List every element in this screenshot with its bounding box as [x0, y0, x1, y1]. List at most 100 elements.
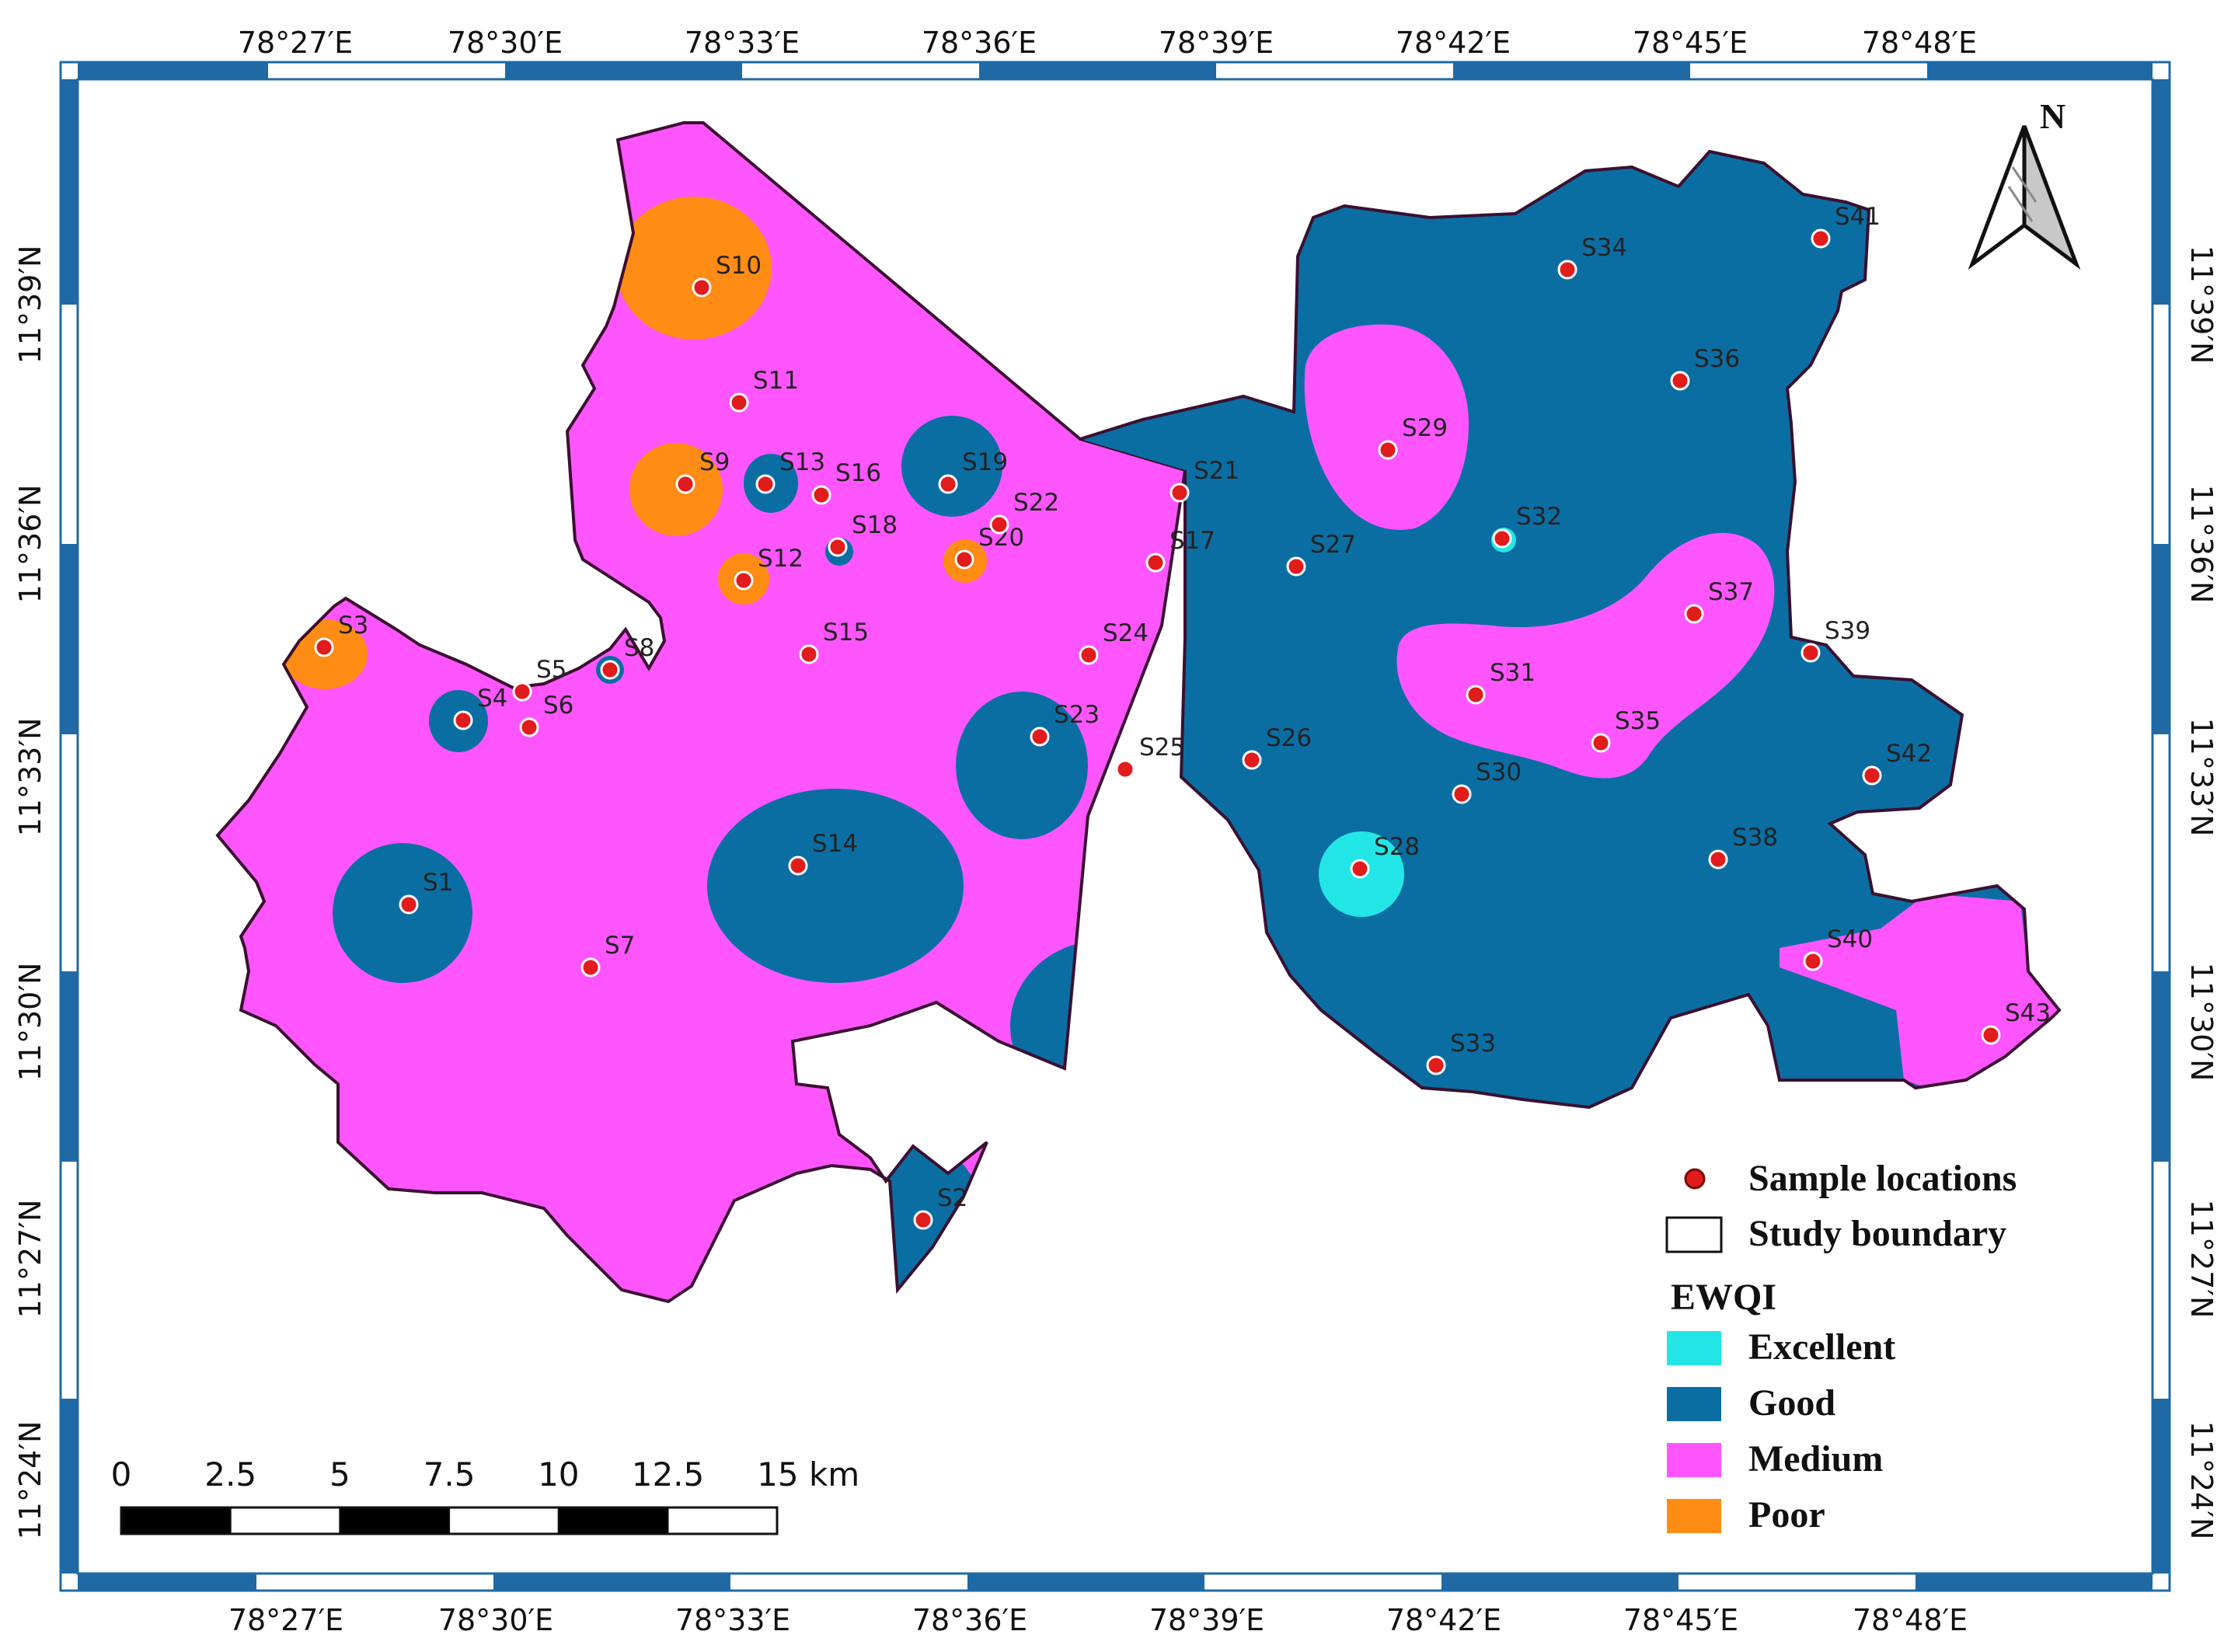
- sample-marker: [755, 474, 776, 494]
- latitude-label-left: 11°39′N: [13, 246, 47, 364]
- good-zone-edge: [1010, 940, 1185, 1111]
- sample-label: S6: [543, 692, 573, 720]
- north-label: N: [2040, 96, 2065, 136]
- sample-marker: [1708, 849, 1728, 870]
- legend-label-medium: Medium: [1748, 1438, 1883, 1479]
- longitude-label-top: 78°39′E: [1159, 26, 1274, 60]
- legend-sample-symbol: [1684, 1168, 1706, 1190]
- sample-s37: S37: [1684, 578, 1754, 624]
- sample-marker: [913, 1210, 933, 1230]
- sample-label: S22: [1013, 489, 1059, 517]
- longitude-label-bottom: 78°39′E: [1149, 1603, 1264, 1637]
- sample-marker: [1115, 759, 1135, 779]
- scale-label: 5: [329, 1455, 350, 1493]
- sample-label: S23: [1054, 701, 1100, 729]
- sample-s38: S38: [1708, 824, 1778, 870]
- legend-label-poor: Poor: [1748, 1494, 1825, 1535]
- longitude-label-bottom: 78°27′E: [228, 1603, 343, 1637]
- sample-marker: [828, 537, 848, 557]
- sample-marker: [580, 957, 601, 978]
- sample-label: S11: [753, 367, 799, 395]
- sample-label: S10: [716, 252, 762, 280]
- sample-s33: S33: [1426, 1030, 1496, 1075]
- latitude-label-left: 11°24′N: [13, 1421, 47, 1540]
- scale-label: 7.5: [424, 1455, 476, 1493]
- scale-bar-segments: [120, 1507, 779, 1535]
- sample-marker: [512, 681, 532, 702]
- sample-marker: [1426, 1055, 1446, 1075]
- sample-marker: [399, 894, 419, 915]
- scale-bar: 0 2.5 5 7.5 10 12.5 15 km: [111, 1455, 860, 1535]
- legend-swatch-excellent: [1667, 1331, 1721, 1365]
- longitude-labels-bottom: 78°27′E 78°30′E 78°33′E 78°36′E 78°39′E 78°42…: [228, 1603, 1968, 1637]
- sample-marker: [1030, 727, 1050, 747]
- sample-label: S18: [852, 511, 898, 539]
- west-boundary: [215, 121, 1187, 1304]
- sample-label: S28: [1374, 833, 1420, 861]
- sample-label: S36: [1694, 345, 1740, 373]
- good-zone-s14: [707, 789, 964, 983]
- sample-s17: S17: [1145, 527, 1215, 573]
- sample-marker: [1170, 483, 1190, 503]
- sample-label: S27: [1310, 531, 1356, 559]
- sample-label: S8: [624, 634, 654, 662]
- scale-bar-labels: 0 2.5 5 7.5 10 12.5 15 km: [111, 1455, 860, 1493]
- latitude-label-right: 11°24′N: [2184, 1421, 2219, 1540]
- sample-label: S16: [835, 459, 881, 487]
- sample-marker: [811, 485, 831, 505]
- sample-marker: [1684, 604, 1704, 624]
- sample-s5: S5: [512, 656, 566, 702]
- sample-marker: [1378, 440, 1398, 460]
- sample-s36: S36: [1670, 345, 1740, 391]
- sample-locations: S1 S2 S3 S4 S5 S6 S7 S8 S9 S10 S11 S12 S13 S14 S15 S16 S…: [314, 203, 2051, 1230]
- latitude-label-left: 11°36′N: [13, 485, 47, 604]
- latitude-label-left: 11°27′N: [13, 1200, 47, 1319]
- west-study-area: [215, 121, 1187, 1304]
- sample-label: S1: [423, 869, 453, 897]
- sample-marker: [314, 637, 334, 657]
- longitude-label-bottom: 78°45′E: [1623, 1603, 1738, 1637]
- sample-s3: S3: [314, 612, 368, 657]
- sample-label: S13: [779, 448, 825, 476]
- sample-label: S12: [758, 545, 804, 573]
- sample-marker: [1466, 685, 1486, 705]
- scale-segment: [339, 1507, 451, 1535]
- sample-marker: [1145, 552, 1166, 573]
- sample-label: S19: [962, 448, 1008, 476]
- sample-s27: S27: [1286, 531, 1356, 577]
- sample-marker: [1591, 733, 1611, 753]
- sample-s12: S12: [734, 545, 804, 591]
- scale-label: 12.5: [632, 1455, 705, 1493]
- sample-s32: S32: [1492, 503, 1562, 549]
- sample-s2: S2: [913, 1184, 967, 1230]
- sample-s19: S19: [938, 448, 1008, 494]
- sample-label: S31: [1490, 659, 1536, 687]
- longitude-label-bottom: 78°33′E: [675, 1603, 790, 1637]
- sample-label: S2: [937, 1184, 967, 1212]
- sample-label: S29: [1402, 414, 1448, 442]
- medium-zone-s31: [1396, 532, 1775, 779]
- sample-marker: [453, 710, 473, 730]
- sample-s31: S31: [1466, 659, 1536, 705]
- sample-marker: [1670, 371, 1690, 391]
- sample-marker: [692, 277, 712, 298]
- legend-sample-label: Sample locations: [1748, 1158, 2017, 1199]
- latitude-labels-right: 11°39′N 11°36′N 11°33′N 11°30′N 11°27′N 11°24…: [2184, 246, 2219, 1540]
- sample-label: S3: [338, 612, 368, 640]
- latitude-labels-left: 11°39′N 11°36′N 11°33′N 11°30′N 11°27′N 11°24…: [13, 246, 47, 1540]
- poor-zone-s10: [616, 197, 772, 340]
- sample-label: S32: [1516, 503, 1562, 531]
- legend-label-good: Good: [1748, 1382, 1835, 1424]
- sample-label: S38: [1732, 824, 1778, 852]
- sample-marker: [989, 514, 1009, 535]
- scale-segment: [120, 1507, 232, 1535]
- sample-label: S25: [1139, 734, 1185, 762]
- sample-marker: [799, 644, 819, 664]
- sample-marker: [1242, 750, 1262, 770]
- latitude-label-right: 11°39′N: [2184, 246, 2219, 364]
- scale-segment: [229, 1507, 341, 1535]
- longitude-label-bottom: 78°42′E: [1386, 1603, 1501, 1637]
- sample-marker: [1862, 765, 1882, 786]
- sample-marker: [1557, 260, 1577, 280]
- sample-s16: S16: [811, 459, 881, 505]
